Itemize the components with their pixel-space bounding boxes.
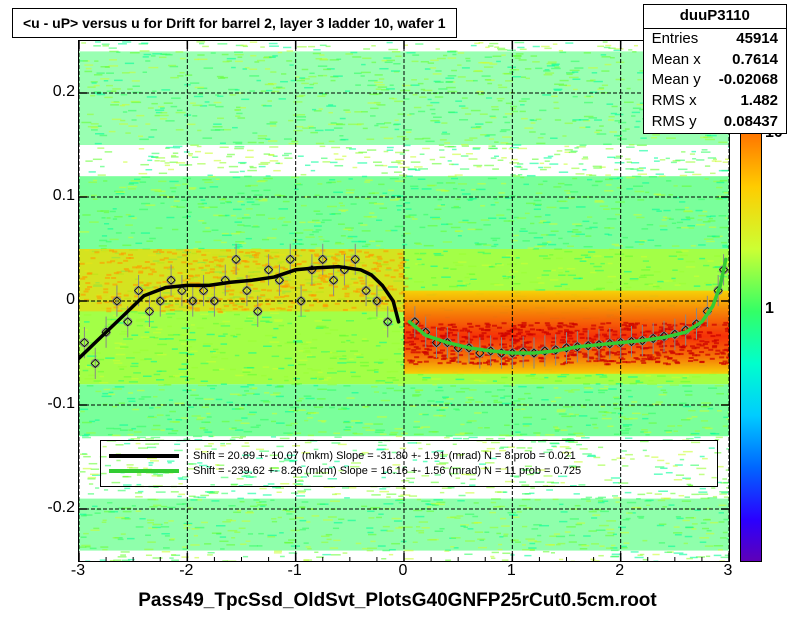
fit-legend: Shift = 20.89 +- 10.07 (mkm) Slope = -31… <box>100 440 718 487</box>
y-tick-label: 0.2 <box>15 83 75 101</box>
stats-name: duuP3110 <box>644 5 786 29</box>
stats-label: Entries <box>652 30 699 49</box>
fit-legend-row: Shift = -239.62 +- 8.26 (mkm) Slope = 16… <box>109 465 709 477</box>
stats-row: Mean x 0.7614 <box>644 50 786 71</box>
fit-text: Shift = 20.89 +- 10.07 (mkm) Slope = -31… <box>193 450 576 462</box>
x-tick-label: 2 <box>615 562 624 580</box>
stats-value: -0.02068 <box>719 71 778 90</box>
chart-container: <u - uP> versus u for Drift for barrel 2… <box>0 0 795 625</box>
y-tick-label: -0.1 <box>15 395 75 413</box>
x-tick-label: -3 <box>71 562 85 580</box>
x-tick-label: -2 <box>179 562 193 580</box>
stats-row: RMS x 1.482 <box>644 91 786 112</box>
fit-legend-row: Shift = 20.89 +- 10.07 (mkm) Slope = -31… <box>109 450 709 462</box>
colorbar-label: 1 <box>765 300 774 318</box>
x-tick-label: -1 <box>288 562 302 580</box>
stats-row: Mean y -0.02068 <box>644 70 786 91</box>
x-tick-label: 0 <box>399 562 408 580</box>
stats-row: RMS y 0.08437 <box>644 112 786 133</box>
stats-label: Mean y <box>652 71 701 90</box>
plot-title: <u - uP> versus u for Drift for barrel 2… <box>12 8 457 38</box>
stats-row: Entries 45914 <box>644 29 786 50</box>
fit-swatch <box>109 454 179 458</box>
x-axis-title: Pass49_TpcSsd_OldSvt_PlotsG40GNFP25rCut0… <box>138 590 656 612</box>
fit-text: Shift = -239.62 +- 8.26 (mkm) Slope = 16… <box>193 465 581 477</box>
title-text: <u - uP> versus u for Drift for barrel 2… <box>23 15 446 31</box>
stats-value: 0.08437 <box>724 113 778 132</box>
x-tick-label: 1 <box>507 562 516 580</box>
stats-value: 1.482 <box>740 92 778 111</box>
stats-box: duuP3110 Entries 45914 Mean x 0.7614 Mean y-… <box>643 4 787 134</box>
stats-value: 45914 <box>736 30 778 49</box>
y-tick-label: 0.1 <box>15 187 75 205</box>
stats-value: 0.7614 <box>732 51 778 70</box>
y-tick-label: -0.2 <box>15 499 75 517</box>
x-tick-label: 3 <box>724 562 733 580</box>
stats-label: RMS y <box>652 113 697 132</box>
stats-label: RMS x <box>652 92 697 111</box>
fit-swatch <box>109 469 179 473</box>
y-tick-label: 0 <box>15 291 75 309</box>
stats-label: Mean x <box>652 51 701 70</box>
